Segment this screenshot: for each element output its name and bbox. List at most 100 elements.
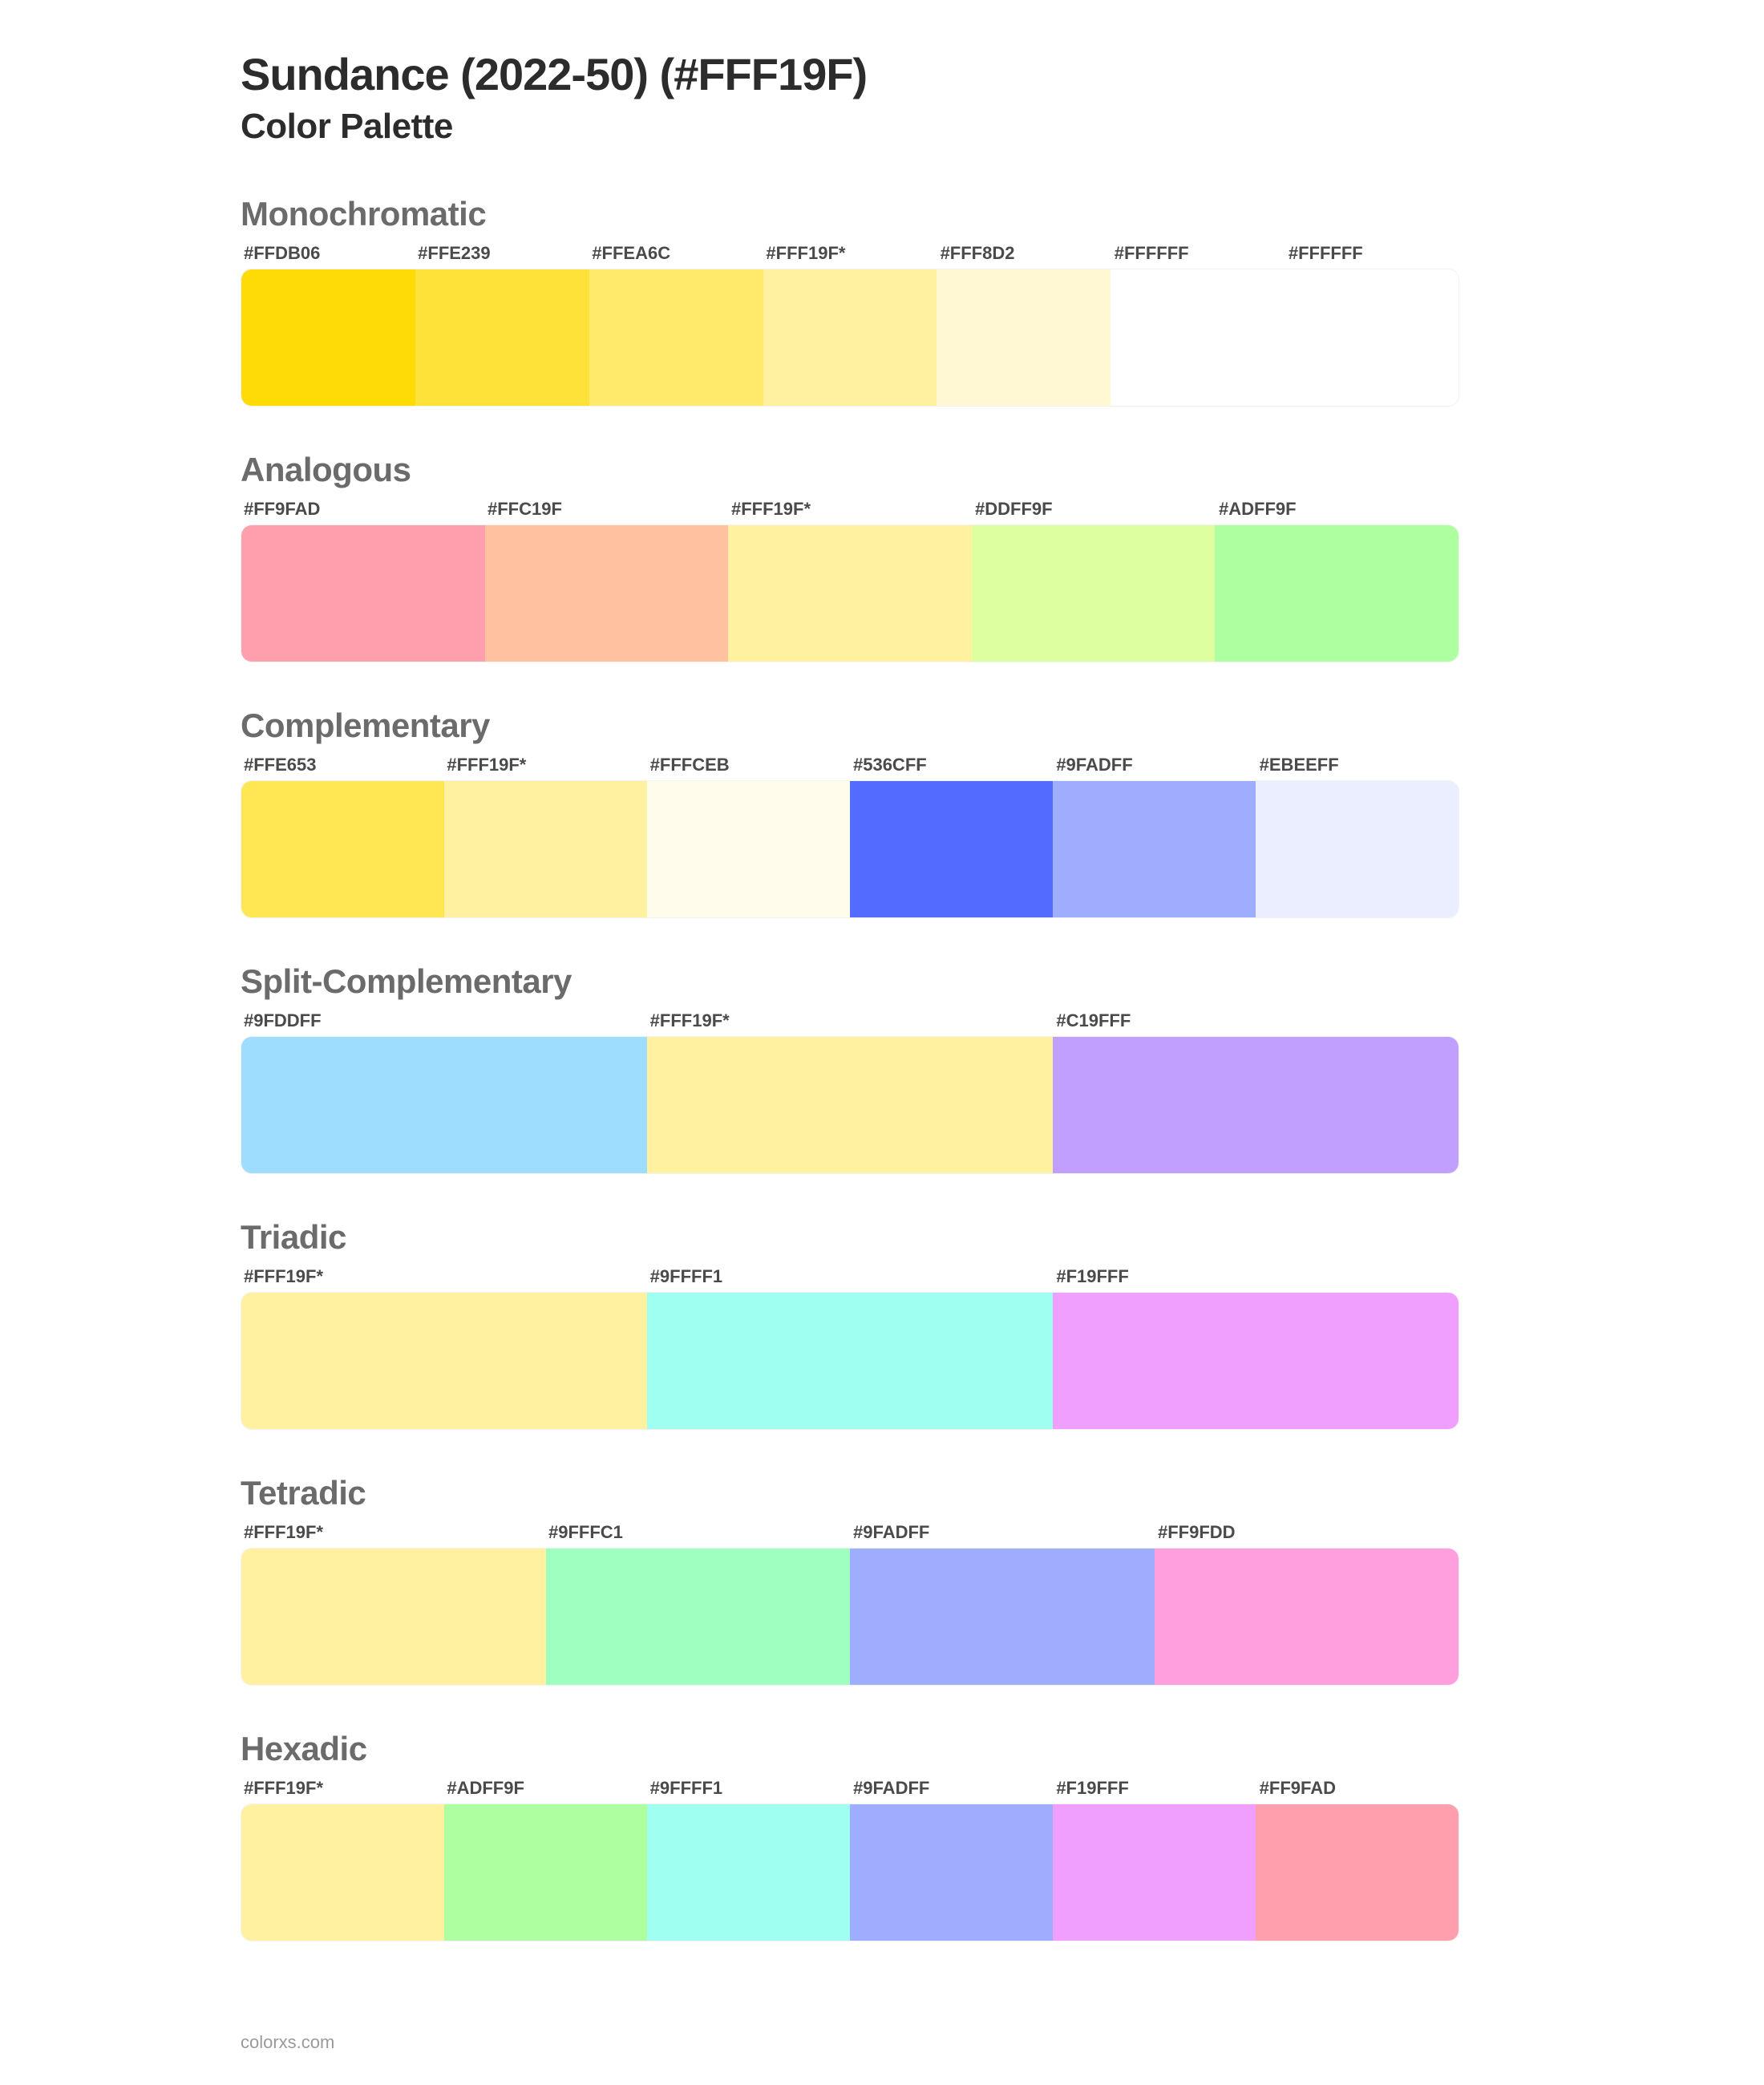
swatch-labels-row: #FFF19F*#ADFF9F#9FFFF1#9FADFF#F19FFF#FF9…	[241, 1778, 1459, 1804]
swatch-label: #536CFF	[850, 755, 1053, 780]
swatch-label: #FFF19F*	[241, 1266, 647, 1292]
color-swatch[interactable]	[241, 1037, 647, 1173]
palette-section: Tetradic #FFF19F*#9FFFC1#9FADFF#FF9FDD	[241, 1474, 1459, 1686]
swatch-labels-row: #FFE653#FFF19F*#FFFCEB#536CFF#9FADFF#EBE…	[241, 755, 1459, 780]
footer-credit: colorxs.com	[241, 2032, 334, 2053]
swatch-label: #9FADFF	[850, 1778, 1053, 1804]
swatch-label: #FFFFFF	[1111, 243, 1285, 269]
swatch-label: #ADFF9F	[443, 1778, 646, 1804]
swatch-label: #FFF19F*	[647, 1010, 1054, 1036]
swatch-label: #FFF19F*	[241, 1778, 443, 1804]
color-swatch[interactable]	[1111, 269, 1285, 406]
section-title: Tetradic	[241, 1474, 1459, 1512]
swatch-label: #FFDB06	[241, 243, 415, 269]
swatch-row	[241, 1804, 1459, 1941]
swatch-label: #FFE239	[415, 243, 589, 269]
color-swatch[interactable]	[1285, 269, 1459, 406]
palette-section: Complementary #FFE653#FFF19F*#FFFCEB#536C…	[241, 706, 1459, 918]
color-swatch[interactable]	[485, 525, 729, 662]
swatch-labels-row: #FF9FAD#FFC19F#FFF19F*#DDFF9F#ADFF9F	[241, 499, 1459, 524]
color-swatch[interactable]	[1053, 1804, 1256, 1941]
page-subtitle: Color Palette	[241, 107, 1459, 147]
color-swatch[interactable]	[763, 269, 937, 406]
section-title: Complementary	[241, 706, 1459, 745]
color-swatch[interactable]	[444, 1804, 647, 1941]
swatch-labels-row: #9FDDFF#FFF19F*#C19FFF	[241, 1010, 1459, 1036]
color-swatch[interactable]	[1256, 1804, 1459, 1941]
swatch-label: #FFF19F*	[728, 499, 972, 524]
color-swatch[interactable]	[444, 781, 647, 917]
swatch-label: #FFE653	[241, 755, 443, 780]
color-swatch[interactable]	[241, 1293, 647, 1429]
color-swatch[interactable]	[589, 269, 763, 406]
color-swatch[interactable]	[1256, 781, 1459, 917]
color-swatch[interactable]	[1053, 1293, 1459, 1429]
section-title: Monochromatic	[241, 195, 1459, 233]
swatch-label: #FF9FDD	[1155, 1522, 1459, 1548]
swatch-labels-row: #FFF19F*#9FFFF1#F19FFF	[241, 1266, 1459, 1292]
swatch-label: #9FFFC1	[545, 1522, 850, 1548]
swatch-label: #FF9FAD	[1256, 1778, 1459, 1804]
swatch-label: #FFC19F	[484, 499, 728, 524]
palette-section: Analogous #FF9FAD#FFC19F#FFF19F*#DDFF9F#A…	[241, 451, 1459, 662]
swatch-row	[241, 1036, 1459, 1174]
color-swatch[interactable]	[850, 781, 1053, 917]
swatch-label: #FFF19F*	[763, 243, 937, 269]
swatch-label: #9FADFF	[1053, 755, 1256, 780]
color-swatch[interactable]	[546, 1549, 851, 1685]
content: Sundance (2022-50) (#FFF19F) Color Palet…	[241, 48, 1459, 1941]
color-swatch[interactable]	[647, 1037, 1053, 1173]
palette-section: Split-Complementary#9FDDFF#FFF19F*#C19FF…	[241, 962, 1459, 1174]
page: Sundance (2022-50) (#FFF19F) Color Palet…	[0, 0, 1764, 2085]
swatch-row	[241, 269, 1459, 407]
color-swatch[interactable]	[1215, 525, 1459, 662]
color-swatch[interactable]	[241, 781, 444, 917]
palette-section: Monochromatic #FFDB06#FFE239#FFEA6C#FFF19…	[241, 195, 1459, 407]
color-swatch[interactable]	[241, 1549, 546, 1685]
color-swatch[interactable]	[937, 269, 1111, 406]
swatch-row	[241, 1292, 1459, 1430]
swatch-label: #FFF19F*	[241, 1522, 545, 1548]
color-swatch[interactable]	[241, 1804, 444, 1941]
swatch-label: #FFFCEB	[647, 755, 850, 780]
color-swatch[interactable]	[1155, 1549, 1459, 1685]
swatch-label: #DDFF9F	[972, 499, 1216, 524]
swatch-labels-row: #FFF19F*#9FFFC1#9FADFF#FF9FDD	[241, 1522, 1459, 1548]
color-swatch[interactable]	[728, 525, 972, 662]
swatch-label: #FF9FAD	[241, 499, 484, 524]
swatch-label: #FFF8D2	[937, 243, 1111, 269]
color-swatch[interactable]	[241, 269, 415, 406]
swatch-label: #C19FFF	[1053, 1010, 1459, 1036]
color-swatch[interactable]	[850, 1549, 1155, 1685]
color-swatch[interactable]	[647, 1804, 850, 1941]
section-title: Triadic	[241, 1218, 1459, 1257]
palette-section: Hexadic #FFF19F*#ADFF9F#9FFFF1#9FADFF#F19…	[241, 1730, 1459, 1941]
color-swatch[interactable]	[850, 1804, 1053, 1941]
swatch-row	[241, 1548, 1459, 1686]
swatch-label: #9FFFF1	[647, 1266, 1054, 1292]
swatch-label: #9FFFF1	[647, 1778, 850, 1804]
color-swatch[interactable]	[1053, 781, 1256, 917]
color-swatch[interactable]	[647, 1293, 1053, 1429]
swatch-label: #EBEEFF	[1256, 755, 1459, 780]
swatch-labels-row: #FFDB06#FFE239#FFEA6C#FFF19F*#FFF8D2#FFF…	[241, 243, 1459, 269]
swatch-label: #9FDDFF	[241, 1010, 647, 1036]
swatch-row	[241, 780, 1459, 918]
palette-section: Triadic #FFF19F*#9FFFF1#F19FFF	[241, 1218, 1459, 1430]
palette-sections: Monochromatic#FFDB06#FFE239#FFEA6C#FFF19…	[241, 195, 1459, 1941]
swatch-label: #ADFF9F	[1216, 499, 1459, 524]
color-swatch[interactable]	[415, 269, 589, 406]
color-swatch[interactable]	[1053, 1037, 1459, 1173]
swatch-label: #F19FFF	[1053, 1266, 1459, 1292]
color-swatch[interactable]	[972, 525, 1216, 662]
swatch-label: #F19FFF	[1053, 1778, 1256, 1804]
swatch-label: #FFF19F*	[443, 755, 646, 780]
color-swatch[interactable]	[647, 781, 850, 917]
color-swatch[interactable]	[241, 525, 485, 662]
swatch-row	[241, 524, 1459, 662]
swatch-label: #FFEA6C	[589, 243, 763, 269]
swatch-label: #FFFFFF	[1285, 243, 1459, 269]
swatch-label: #9FADFF	[850, 1522, 1155, 1548]
section-title: Hexadic	[241, 1730, 1459, 1768]
section-title: Analogous	[241, 451, 1459, 489]
